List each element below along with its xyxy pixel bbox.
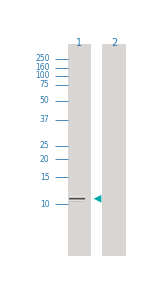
Text: 20: 20 xyxy=(40,155,50,164)
Text: 100: 100 xyxy=(35,71,50,80)
Text: 10: 10 xyxy=(40,200,50,209)
Text: 50: 50 xyxy=(40,96,50,105)
Text: 1: 1 xyxy=(76,38,82,48)
Bar xyxy=(68,44,91,256)
Text: 2: 2 xyxy=(111,38,117,48)
Text: 15: 15 xyxy=(40,173,50,182)
Bar xyxy=(69,196,85,202)
Bar xyxy=(102,44,126,256)
Text: 160: 160 xyxy=(35,63,50,72)
Text: 25: 25 xyxy=(40,141,50,150)
Text: 250: 250 xyxy=(35,54,50,63)
Text: 75: 75 xyxy=(40,80,50,89)
Text: 37: 37 xyxy=(40,115,50,124)
